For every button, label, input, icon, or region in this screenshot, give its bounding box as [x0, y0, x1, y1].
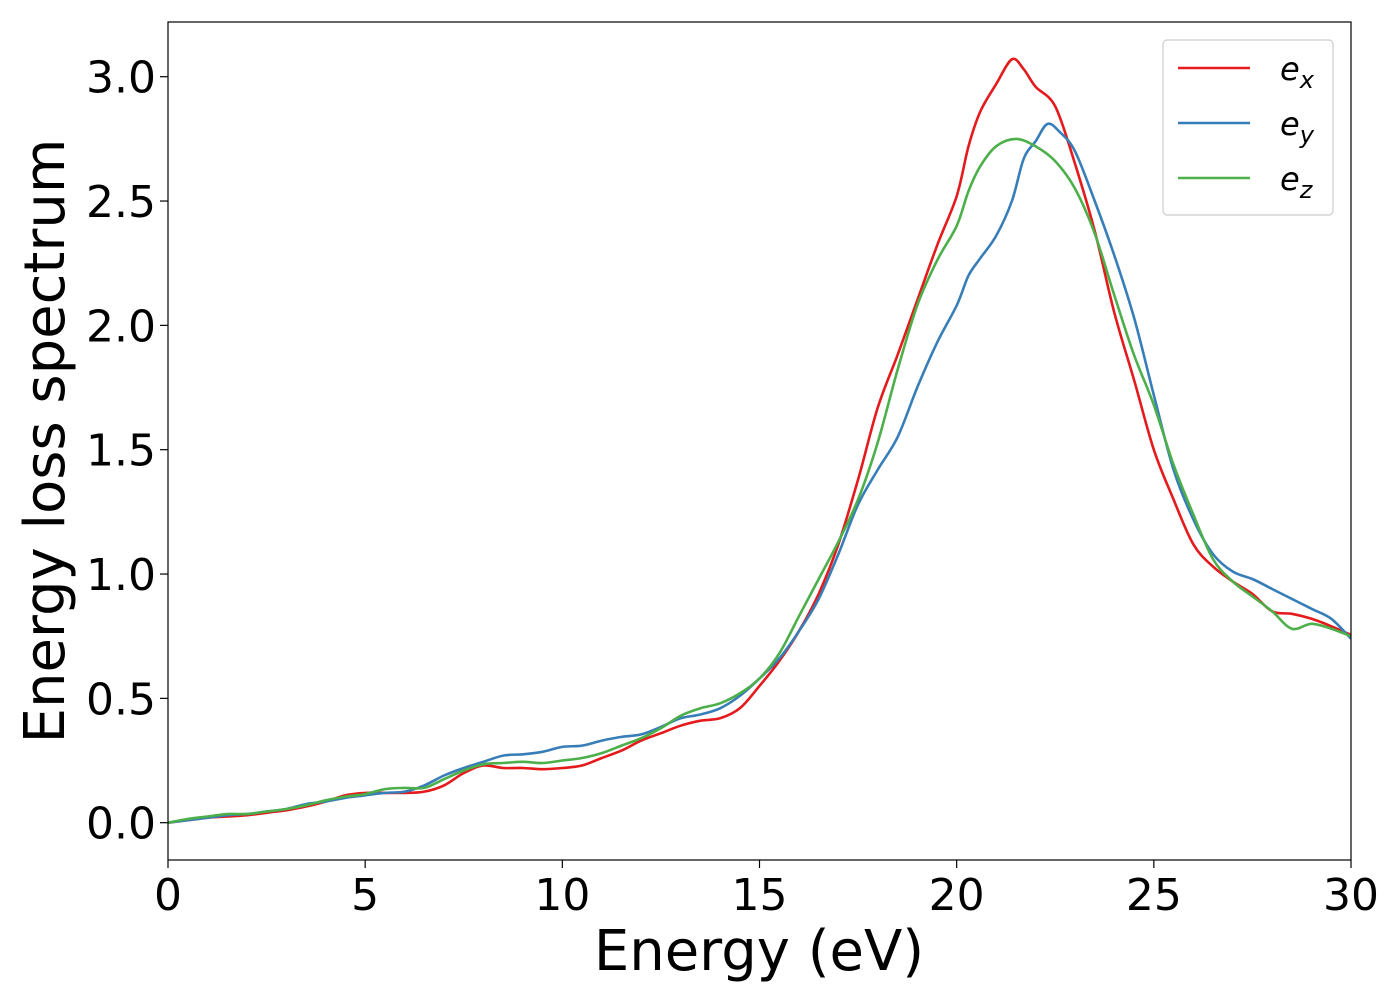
y-axis-label: Energy loss spectrum: [13, 139, 78, 744]
y-tick-label: 2.5: [86, 177, 156, 228]
x-tick-label: 30: [1323, 870, 1379, 921]
x-axis: 0 5 10 15 20 25 30: [154, 860, 1379, 921]
y-axis: 0.0 0.5 1.0 1.5 2.0 2.5 3.0: [86, 53, 168, 850]
x-tick-label: 20: [929, 870, 985, 921]
x-tick-label: 5: [351, 870, 379, 921]
x-tick-label: 0: [154, 870, 182, 921]
x-tick-label: 15: [732, 870, 788, 921]
plot-background: [168, 22, 1351, 860]
y-tick-label: 2.0: [86, 301, 156, 352]
y-tick-label: 1.0: [86, 550, 156, 601]
y-tick-label: 3.0: [86, 53, 156, 104]
y-tick-label: 0.0: [86, 799, 156, 850]
series-lines: [168, 57, 1351, 824]
y-tick-label: 0.5: [86, 674, 156, 725]
x-axis-label: Energy (eV): [594, 919, 924, 984]
series-line-e-y: [168, 122, 1351, 824]
x-tick-label: 25: [1126, 870, 1182, 921]
y-tick-label: 1.5: [86, 426, 156, 477]
x-tick-label: 10: [534, 870, 590, 921]
legend-box: [1162, 39, 1334, 216]
series-line-e-z: [168, 137, 1351, 824]
